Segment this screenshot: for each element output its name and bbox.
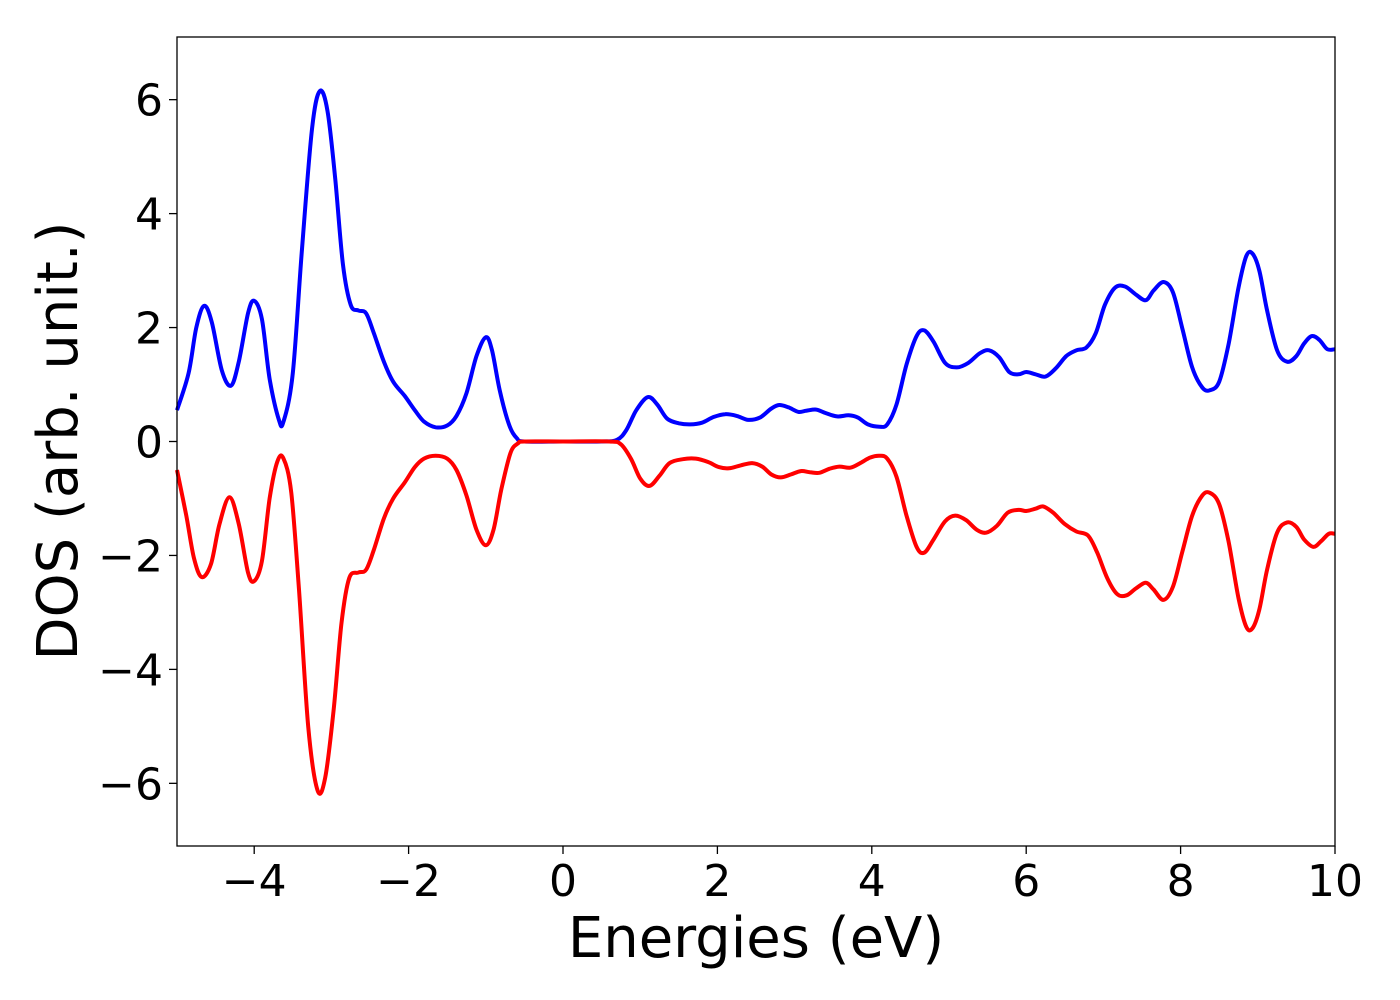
y-tick-label: −6 <box>98 759 163 810</box>
x-axis-ticks: −4 −2 0 2 4 6 8 10 <box>222 846 1363 907</box>
y-tick-label: 0 <box>135 418 163 469</box>
x-tick-label: −4 <box>222 856 287 907</box>
y-axis-ticks: −6 −4 −2 0 2 4 6 <box>98 76 177 810</box>
x-axis-label: Energies (eV) <box>568 906 944 971</box>
x-tick-label: −2 <box>376 856 441 907</box>
y-tick-label: 2 <box>135 304 163 355</box>
y-tick-label: −2 <box>98 531 163 582</box>
x-tick-label: 2 <box>703 856 731 907</box>
series-line-red <box>175 439 1336 796</box>
series-line-blue <box>175 88 1336 444</box>
x-tick-label: 8 <box>1167 856 1195 907</box>
x-tick-label: 10 <box>1307 856 1363 907</box>
x-tick-label: 4 <box>858 856 886 907</box>
y-axis-label: DOS (arb. unit.) <box>26 221 91 660</box>
plot-frame <box>176 36 1336 847</box>
y-tick-label: −4 <box>98 645 163 696</box>
series-layer <box>175 88 1336 796</box>
y-tick-label: 4 <box>135 190 163 241</box>
y-tick-label: 6 <box>135 76 163 127</box>
x-tick-label: 0 <box>549 856 577 907</box>
x-tick-label: 6 <box>1012 856 1040 907</box>
